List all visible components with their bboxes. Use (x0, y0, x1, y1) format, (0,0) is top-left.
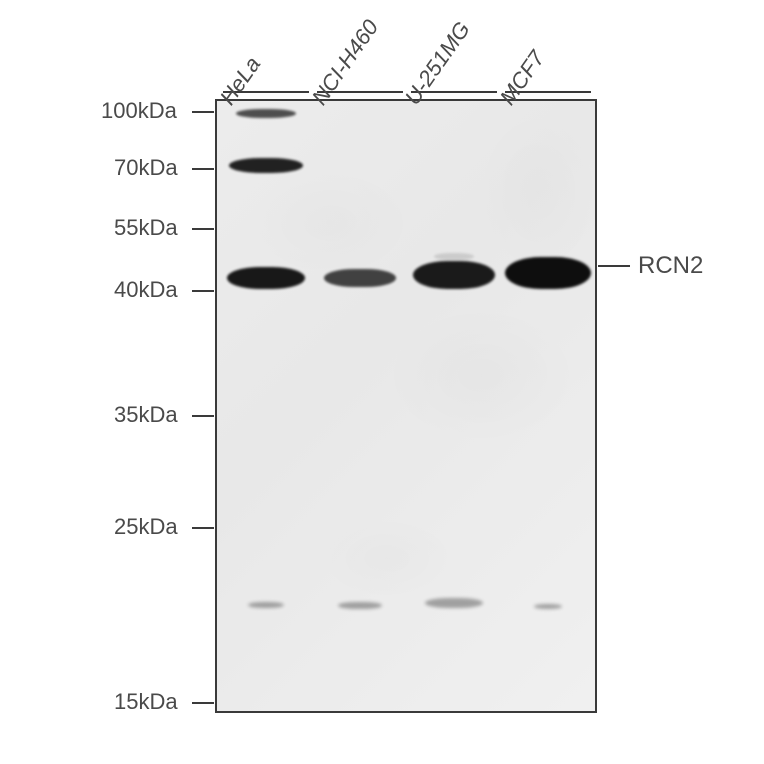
mw-tick (192, 527, 214, 529)
mw-tick (192, 702, 214, 704)
mw-tick (192, 168, 214, 170)
blot-band (505, 257, 591, 289)
blot-band-faint (534, 604, 562, 609)
mw-label: 100kDa (101, 98, 177, 124)
blot-band (236, 109, 296, 118)
mw-tick (192, 228, 214, 230)
blot-band (227, 267, 305, 289)
blot-band (434, 253, 474, 260)
blot-band (229, 158, 303, 173)
mw-label: 55kDa (114, 215, 178, 241)
blot-band-faint (248, 602, 284, 608)
blot-band (413, 261, 495, 289)
mw-label: 35kDa (114, 402, 178, 428)
mw-tick (192, 290, 214, 292)
blot-band-faint (425, 598, 483, 608)
mw-tick (192, 415, 214, 417)
blot-band (324, 269, 396, 287)
lane-label: U-251MG (400, 17, 476, 110)
mw-label: 25kDa (114, 514, 178, 540)
blot-band-faint (338, 602, 382, 609)
target-label: RCN2 (638, 252, 703, 280)
target-tick (598, 265, 630, 267)
mw-label: 40kDa (114, 277, 178, 303)
blot-membrane (215, 99, 597, 713)
mw-tick (192, 111, 214, 113)
membrane-texture (217, 101, 595, 711)
mw-label: 70kDa (114, 155, 178, 181)
mw-label: 15kDa (114, 689, 178, 715)
lane-label: NCI-H460 (307, 15, 384, 110)
